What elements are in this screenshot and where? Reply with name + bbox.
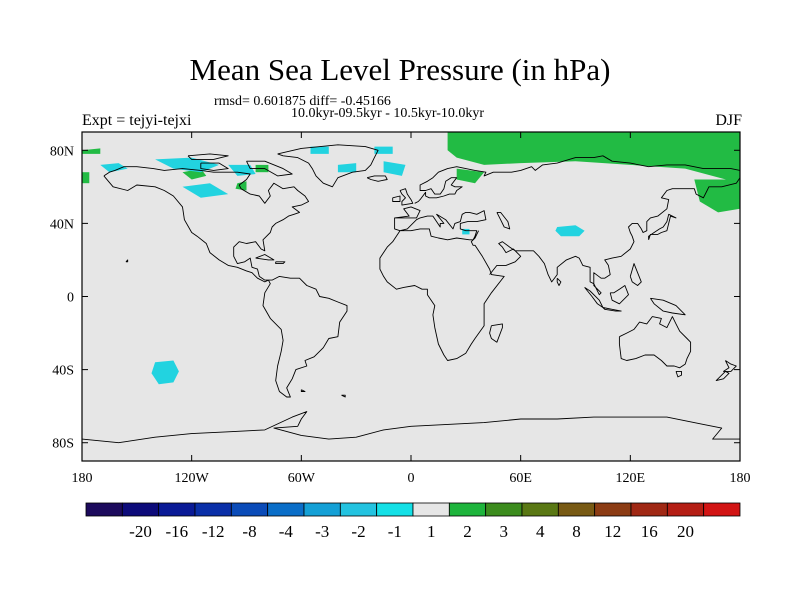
coastline-27 <box>125 259 129 263</box>
coastline-2 <box>200 162 229 171</box>
coastline-16 <box>618 316 692 369</box>
coastline-10 <box>648 213 677 240</box>
colorbar-label-8: 1 <box>427 522 436 541</box>
colorbar-label-10: 3 <box>500 522 509 541</box>
x-tick-label-2: 60W <box>288 471 316 486</box>
coastline-1 <box>277 144 379 188</box>
colorbar-label-2: -12 <box>202 522 225 541</box>
y-tick-label-2: 0 <box>67 291 74 306</box>
x-tick-label-6: 180 <box>730 471 751 486</box>
coastline-19 <box>715 371 730 382</box>
coastline-7 <box>392 195 401 202</box>
colorbar-swatch-6 <box>303 502 341 517</box>
negative-anomaly-region-17 <box>555 225 585 237</box>
colorbar-label-14: 16 <box>641 522 658 541</box>
y-tick-label-0: 80N <box>50 144 74 159</box>
experiment-label: Expt = tejyi-tejxi <box>82 112 192 129</box>
x-tick-label-4: 60E <box>509 471 532 486</box>
coastline-15 <box>629 263 642 286</box>
colorbar-label-0: -20 <box>129 522 152 541</box>
x-tick-label-0: 180 <box>72 471 93 486</box>
negative-anomaly-region-11 <box>182 183 229 198</box>
coastline-25 <box>275 261 286 265</box>
coastline-13 <box>609 285 629 305</box>
colorbar-swatch-12 <box>521 502 559 517</box>
coastline-22 <box>496 211 511 230</box>
colorbar-label-6: -2 <box>351 522 365 541</box>
colorbar-swatch-4 <box>230 502 269 517</box>
coastline-5 <box>366 175 388 182</box>
coastline-21 <box>556 277 562 286</box>
colorbar-swatch-5 <box>267 502 305 517</box>
coastline-28 <box>341 394 346 398</box>
colorbar-swatch-1 <box>121 502 160 517</box>
coastline-23 <box>82 411 740 444</box>
colorbar-swatch-17 <box>703 502 741 517</box>
colorbar-label-5: -3 <box>315 522 329 541</box>
positive-anomaly-region-2 <box>82 172 90 184</box>
negative-anomaly-region-12 <box>310 146 329 154</box>
colorbar-swatch-8 <box>376 502 414 517</box>
colorbar-label-12: 8 <box>572 522 581 541</box>
colorbar-swatch-9 <box>412 502 450 517</box>
coastline-18 <box>723 360 737 372</box>
coastline-20 <box>489 323 503 343</box>
colorbar-label-9: 2 <box>463 522 472 541</box>
colorbar-swatch-16 <box>666 502 705 517</box>
negative-anomaly-region-8 <box>100 163 128 173</box>
colorbar-swatch-2 <box>158 502 196 517</box>
colorbar-label-11: 4 <box>536 522 545 541</box>
coastline-8 <box>379 206 505 361</box>
colorbar-label-1: -16 <box>165 522 188 541</box>
negative-anomaly-region-13 <box>374 146 393 154</box>
colorbar-swatch-15 <box>630 502 668 517</box>
stats-text: rmsd= 0.601875 diff= -0.45166 <box>214 94 391 109</box>
periods-text: 10.0kyr-09.5kyr - 10.5kyr-10.0kyr <box>291 106 485 121</box>
colorbar-swatch-10 <box>448 502 487 517</box>
colorbar-swatch-11 <box>485 502 523 517</box>
positive-anomaly-region-1 <box>694 179 740 213</box>
coastline-4 <box>187 153 229 160</box>
y-tick-label-3: 40S <box>52 364 74 379</box>
coastline-17 <box>675 370 682 378</box>
colorbar-swatch-14 <box>594 502 632 517</box>
coastline-26 <box>300 389 306 392</box>
y-tick-label-4: 80S <box>52 437 74 452</box>
colorbar-swatch-3 <box>194 502 232 517</box>
colorbar-swatch-7 <box>339 502 378 517</box>
colorbar-label-3: -8 <box>242 522 256 541</box>
positive-anomaly-region-4 <box>456 168 485 184</box>
negative-anomaly-region-14 <box>337 163 357 173</box>
colorbar-label-15: 20 <box>677 522 694 541</box>
map-background <box>82 132 740 461</box>
positive-anomaly-region-7 <box>235 181 247 191</box>
coastline-24 <box>255 254 275 261</box>
colorbar-swatch-0 <box>85 502 123 517</box>
coastline-9 <box>414 155 740 296</box>
x-tick-label-3: 0 <box>408 471 415 486</box>
coastline-3 <box>246 160 293 177</box>
y-tick-label-1: 40N <box>50 217 74 232</box>
x-tick-label-1: 120W <box>175 471 210 486</box>
coastline-14 <box>650 297 686 316</box>
negative-anomaly-region-10 <box>228 164 256 176</box>
season-label: DJF <box>715 112 742 129</box>
coastline-0 <box>103 166 348 398</box>
x-tick-label-5: 120E <box>616 471 646 486</box>
chart-title: Mean Sea Level Pressure (in hPa) <box>189 52 611 87</box>
colorbar-label-4: -4 <box>279 522 294 541</box>
positive-anomaly-region-3 <box>82 148 101 154</box>
colorbar-label-7: -1 <box>388 522 402 541</box>
colorbar-label-13: 12 <box>604 522 621 541</box>
colorbar-swatch-13 <box>557 502 596 517</box>
negative-anomaly-region-18 <box>151 360 179 385</box>
coastline-6 <box>399 188 414 206</box>
coastline-12 <box>602 307 622 312</box>
negative-anomaly-region-15 <box>383 161 406 176</box>
